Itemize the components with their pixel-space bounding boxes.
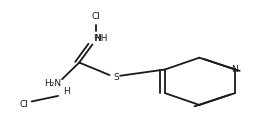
Text: N: N [232,65,238,74]
Text: NH: NH [94,34,107,43]
Text: Cl: Cl [92,12,101,21]
Text: S: S [113,73,119,82]
Text: H: H [93,34,100,43]
Text: Cl: Cl [19,100,28,109]
Text: H: H [63,87,69,96]
Text: H₂N: H₂N [44,79,61,88]
